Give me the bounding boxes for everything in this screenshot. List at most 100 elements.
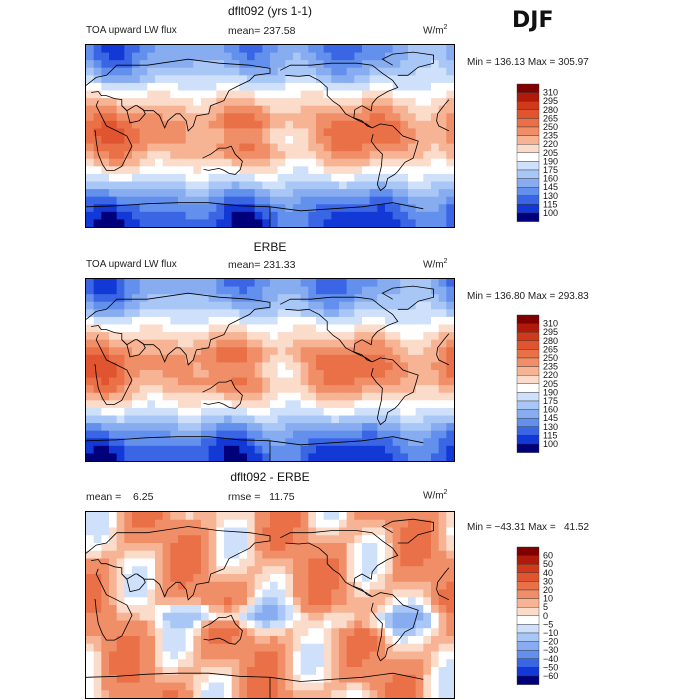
map-field-cell (139, 643, 148, 653)
map-field-cell (93, 605, 102, 614)
map-field-cell (392, 566, 401, 575)
map-field-cell (285, 332, 294, 341)
map-field-cell (185, 589, 194, 598)
map-field-cell (438, 690, 447, 698)
map-field-cell (193, 574, 202, 583)
map-field-cell (132, 392, 141, 401)
map-field-cell (178, 430, 187, 439)
map-field-cell (247, 219, 256, 227)
map-field-cell (346, 294, 355, 303)
map-field-cell (308, 166, 317, 175)
map-field-cell (170, 643, 179, 653)
map-field-cell (369, 75, 378, 84)
map-field-cell (101, 682, 110, 691)
map-field-cell (262, 173, 271, 183)
map-field-cell (162, 527, 171, 536)
map-field-cell (139, 519, 148, 529)
map-field-cell (247, 128, 256, 137)
map-field-cell (285, 279, 294, 288)
map-field-cell (446, 143, 454, 152)
map-field-cell (201, 415, 210, 424)
map-field-cell (239, 279, 248, 288)
map-field-cell (201, 158, 210, 167)
map-field-cell (262, 52, 271, 61)
map-field-cell (254, 143, 263, 152)
map-field-cell (300, 438, 309, 447)
map-field-cell (431, 324, 440, 333)
map-field-cell (300, 581, 309, 591)
map-field-cell (377, 173, 386, 183)
map-field-cell (162, 597, 171, 606)
map-field-cell (323, 438, 332, 447)
map-field-cell (392, 181, 401, 190)
map-field-cell (93, 550, 102, 560)
map-field-cell (323, 82, 332, 92)
map-field-cell (339, 294, 348, 303)
colorbar-tick-label: 130 (543, 422, 558, 432)
map-field-cell (438, 581, 447, 591)
map-field-cell (262, 347, 271, 356)
map-field-cell (308, 445, 317, 455)
map-field-cell (316, 204, 325, 213)
map-field-cell (362, 430, 371, 439)
map-field-cell (392, 128, 401, 137)
map-field-cell (155, 636, 164, 645)
map-field-cell (392, 347, 401, 356)
map-field-cell (423, 566, 432, 575)
map-field-cell (93, 597, 102, 606)
map-field-cell (101, 113, 110, 122)
map-field-cell (239, 113, 248, 122)
map-field-cell (208, 181, 217, 190)
map-field-cell (93, 128, 102, 137)
map-field-cell (116, 219, 125, 227)
map-field-cell (147, 597, 156, 606)
map-field-cell (369, 605, 378, 614)
map-field-cell (178, 309, 187, 318)
map-field-cell (400, 189, 409, 198)
map-field-cell (86, 659, 95, 668)
map-field-cell (132, 219, 141, 227)
map-field-cell (201, 628, 210, 637)
map-field-cell (308, 643, 317, 653)
map-field-cell (323, 543, 332, 552)
map-field-cell (124, 166, 133, 175)
map-field-cell (155, 550, 164, 560)
colorbar-swatch (516, 581, 540, 591)
map-field-cell (392, 332, 401, 341)
map-field-cell (285, 392, 294, 401)
map-field-cell (162, 45, 171, 54)
map-field-cell (254, 204, 263, 213)
map-field-cell (247, 550, 256, 560)
map-field-cell (362, 667, 371, 676)
map-field-cell (170, 438, 179, 447)
map-field-cell (362, 151, 371, 160)
map-field-cell (247, 400, 256, 409)
map-field-cell (331, 527, 340, 536)
map-field-cell (262, 581, 271, 591)
map-field-cell (431, 128, 440, 137)
map-field-cell (438, 301, 447, 310)
map-field-cell (262, 370, 271, 379)
map-field-cell (139, 52, 148, 61)
map-field-cell (239, 674, 248, 684)
map-field-cell (262, 354, 271, 364)
map-field-cell (316, 158, 325, 167)
map-field-cell (285, 438, 294, 447)
map-field-cell (116, 90, 125, 99)
map-field-cell (331, 512, 340, 521)
map-field-cell (162, 377, 171, 386)
map-field-cell (277, 120, 286, 130)
map-field-cell (331, 690, 340, 698)
map-field-cell (231, 309, 240, 318)
map-field-cell (415, 605, 424, 614)
map-field-cell (109, 75, 118, 84)
colorbar-swatch (516, 126, 540, 136)
map-field-cell (193, 181, 202, 190)
map-field-cell (285, 204, 294, 213)
map-field-cell (139, 309, 148, 318)
map-field-cell (193, 67, 202, 76)
coastline (269, 672, 424, 682)
map-field-cell (431, 628, 440, 637)
map-field-cell (377, 558, 386, 567)
map-field-cell (101, 52, 110, 61)
